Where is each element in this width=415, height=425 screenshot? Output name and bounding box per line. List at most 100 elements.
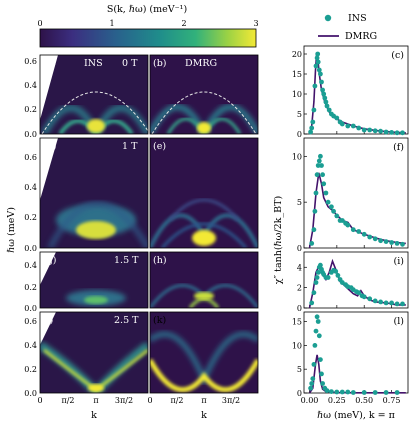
dashed-dispersion-curve bbox=[41, 91, 148, 134]
ytick-label: 0.6 bbox=[24, 153, 37, 162]
ytick-label: 0 bbox=[297, 130, 302, 139]
panel-label: (a) bbox=[43, 58, 56, 69]
ins-data-point bbox=[367, 296, 373, 302]
panel-label: (i) bbox=[394, 256, 404, 267]
legend: INS DMRG bbox=[318, 13, 377, 42]
ins-data-point bbox=[319, 371, 324, 377]
line-plot-f: 0 5 10 (f) bbox=[292, 137, 409, 253]
ins-data-point bbox=[325, 199, 331, 205]
ins-data-point bbox=[324, 388, 330, 393]
xtick-label: π bbox=[93, 396, 98, 405]
ytick-label: 0.6 bbox=[24, 57, 37, 66]
ins-data-point bbox=[339, 121, 345, 127]
ins-data-point bbox=[325, 275, 331, 280]
panel-label: (f) bbox=[393, 142, 404, 153]
ins-data-point bbox=[316, 333, 322, 339]
ins-data-point bbox=[339, 218, 345, 223]
panel-text: INS bbox=[84, 58, 103, 69]
heatmap-axes: 0.0 0.2 0.4 0.6 0.0 0.2 0.4 0.6 0.0 0.2 … bbox=[6, 57, 240, 421]
line-plot-l: 0 5 10 15 0.00 0.25 0.50 0.75 (l) bbox=[292, 311, 409, 405]
ins-data-point bbox=[331, 208, 336, 214]
ins-data-point bbox=[310, 376, 316, 382]
ytick-label: 15 bbox=[292, 70, 302, 79]
panel-frame bbox=[149, 137, 259, 249]
ins-data-point bbox=[319, 79, 324, 85]
ytick-label: 10 bbox=[292, 152, 302, 161]
legend-ins-marker bbox=[324, 14, 332, 22]
ins-data-point bbox=[339, 389, 345, 395]
ytick-label: 0.0 bbox=[24, 304, 37, 313]
ins-data-point bbox=[316, 67, 322, 73]
ytick-label: 5 bbox=[297, 110, 302, 119]
ytick-label: 0.2 bbox=[24, 283, 37, 292]
panel-field: 1 T bbox=[122, 141, 138, 152]
ins-data-point bbox=[350, 390, 356, 395]
ytick-label: 5 bbox=[297, 365, 302, 374]
ins-data-point bbox=[312, 343, 318, 348]
ytick-label: 15 bbox=[292, 318, 302, 327]
ins-data-point bbox=[394, 241, 400, 246]
ins-data-point bbox=[318, 262, 323, 268]
ins-data-point bbox=[372, 128, 378, 134]
xtick-label: 0.75 bbox=[383, 396, 401, 405]
heatmap-xlabel-left: k bbox=[91, 410, 97, 421]
ins-data-point bbox=[313, 328, 319, 334]
ytick-label: 0.0 bbox=[24, 389, 37, 398]
ins-data-point bbox=[334, 115, 340, 121]
ytick-label: 0.2 bbox=[24, 365, 37, 374]
ins-data-point bbox=[308, 129, 313, 135]
ins-data-point bbox=[394, 301, 400, 307]
ytick-label: 0.4 bbox=[24, 81, 37, 90]
ins-data-point bbox=[309, 300, 315, 306]
heatmap-panel-h bbox=[150, 252, 258, 308]
panel-frame bbox=[39, 311, 149, 394]
heatmap-panel-a bbox=[40, 55, 148, 134]
xtick-label: π/2 bbox=[61, 396, 74, 405]
panel-field: 1.5 T bbox=[114, 255, 139, 266]
ins-data-point bbox=[350, 227, 356, 233]
ytick-label: 0.4 bbox=[24, 183, 37, 192]
xtick-label: 0 bbox=[37, 396, 42, 405]
ytick-label: 0.6 bbox=[24, 317, 37, 326]
ytick-label: 20 bbox=[292, 50, 302, 59]
ytick-label: 10 bbox=[292, 341, 302, 350]
ins-data-point bbox=[372, 236, 378, 242]
ins-data-point bbox=[356, 229, 362, 234]
colorbar-gradient bbox=[39, 28, 257, 48]
ins-data-point bbox=[315, 270, 321, 275]
ins-data-point bbox=[400, 301, 405, 307]
ins-data-point bbox=[311, 362, 317, 367]
right-xlabel: ℏω (meV), k = π bbox=[317, 410, 395, 421]
ins-data-point bbox=[389, 300, 394, 306]
ins-data-point bbox=[329, 389, 334, 394]
ins-data-point bbox=[311, 227, 317, 233]
ins-data-point bbox=[329, 204, 334, 210]
heatmap-panel-d bbox=[40, 138, 148, 248]
ins-data-point bbox=[312, 208, 318, 214]
ins-data-point bbox=[321, 91, 327, 97]
ins-data-point bbox=[314, 275, 320, 280]
panel-frame bbox=[149, 54, 259, 135]
ins-data-point bbox=[314, 314, 320, 320]
ins-data-point bbox=[400, 241, 405, 247]
ytick-label: 4 bbox=[297, 263, 302, 272]
ins-data-point bbox=[312, 83, 318, 89]
ins-data-point bbox=[313, 280, 319, 285]
panel-field: 2.5 T bbox=[114, 315, 139, 326]
ins-data-point bbox=[309, 125, 315, 131]
panel-frame bbox=[149, 311, 259, 394]
ins-data-point bbox=[383, 390, 389, 395]
plot-frame bbox=[303, 311, 409, 394]
ins-data-point bbox=[310, 119, 316, 125]
panel-text: DMRG bbox=[185, 58, 217, 69]
panel-field: 0 T bbox=[122, 58, 138, 69]
ins-data-point bbox=[334, 389, 340, 395]
panel-label: (j) bbox=[43, 315, 53, 326]
ytick-label: 2 bbox=[297, 284, 302, 293]
ytick-label: 5 bbox=[297, 198, 302, 207]
ins-data-point bbox=[367, 127, 373, 133]
heatmap-panel-k bbox=[150, 312, 258, 393]
ins-data-point bbox=[394, 390, 400, 395]
ytick-label: 0.4 bbox=[24, 341, 37, 350]
xtick-label: π bbox=[201, 396, 206, 405]
